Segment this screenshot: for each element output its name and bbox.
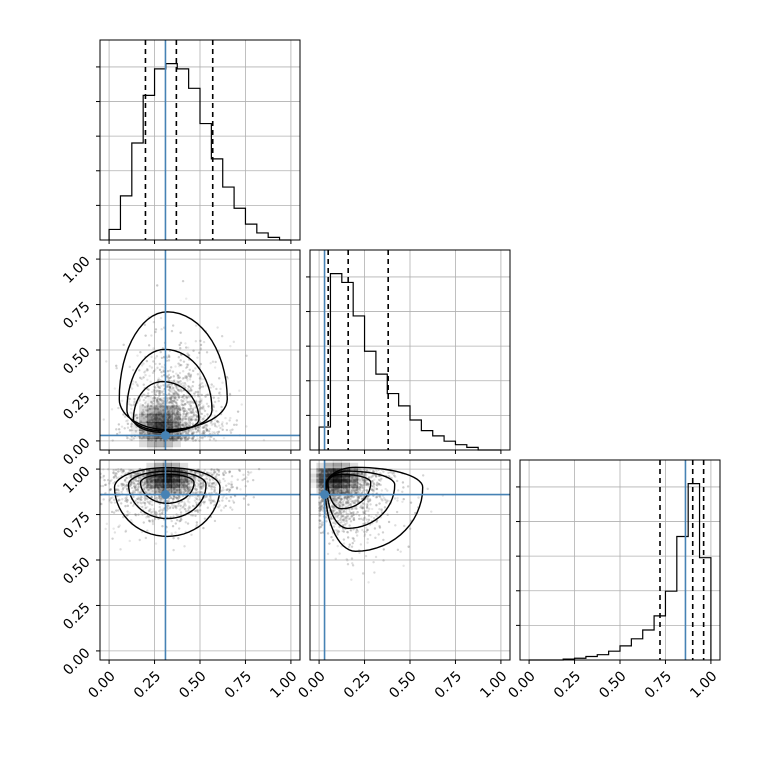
x-tick-label-col2-0: 0.00 — [505, 668, 538, 701]
density-2 — [310, 460, 367, 500]
joint-grid-2 — [310, 460, 510, 660]
truth-marker-0 — [160, 430, 170, 440]
hist-grid-2 — [520, 460, 720, 660]
contour-1-1 — [127, 470, 207, 520]
x-tick-label-col1-4: 1.00 — [477, 668, 510, 701]
joint-panel-0-1 — [96, 249, 301, 454]
truth-marker-1 — [160, 490, 170, 500]
contours-0 — [118, 311, 229, 434]
hist-frame-0 — [99, 39, 301, 241]
contour-0-2 — [118, 311, 229, 431]
histogram-2 — [529, 483, 712, 661]
y-tick-label-row2-3: 0.75 — [60, 509, 93, 542]
x-tick-label-col0-1: 0.25 — [131, 668, 164, 701]
joint-panel-1-2 — [309, 459, 511, 664]
x-tick-label-col2-1: 0.25 — [551, 668, 584, 701]
hist-frame-1 — [309, 249, 511, 451]
contours-1 — [113, 466, 221, 538]
density-0 — [130, 397, 190, 450]
y-tick-label-row2-4: 1.00 — [60, 463, 93, 496]
y-tick-label-row1-0: 0.00 — [60, 435, 93, 468]
x-tick-label-col1-0: 0.00 — [295, 668, 328, 701]
x-tick-label-col2-4: 1.00 — [687, 668, 720, 701]
joint-grid-1 — [100, 460, 300, 660]
y-tick-label-row2-1: 0.25 — [60, 600, 93, 633]
histogram-0 — [108, 63, 291, 241]
y-tick-label-row1-3: 0.75 — [60, 299, 93, 332]
joint-panel-0-2 — [96, 459, 301, 664]
histogram-1 — [318, 273, 501, 451]
x-tick-label-col1-3: 0.75 — [432, 668, 465, 701]
x-tick-label-col0-4: 1.00 — [267, 668, 300, 701]
x-tick-label-col1-1: 0.25 — [341, 668, 374, 701]
y-tick-label-row1-4: 1.00 — [60, 253, 93, 286]
joint-grid-0 — [100, 250, 300, 450]
hist-grid-0 — [100, 40, 300, 240]
x-tick-label-col0-0: 0.00 — [85, 668, 118, 701]
y-tick-label-row1-1: 0.25 — [60, 390, 93, 423]
contour-2-0 — [327, 473, 372, 510]
hist-panel-1 — [306, 249, 511, 454]
x-tick-label-col0-3: 0.75 — [222, 668, 255, 701]
y-tick-label-row1-2: 0.50 — [60, 344, 93, 377]
x-tick-label-col2-2: 0.50 — [596, 668, 629, 701]
hist-grid-1 — [310, 250, 510, 450]
hist-frame-2 — [519, 459, 721, 661]
hist-panel-0 — [96, 39, 301, 244]
y-tick-label-row2-0: 0.00 — [60, 645, 93, 678]
x-tick-label-col1-2: 0.50 — [386, 668, 419, 701]
contour-1-2 — [113, 466, 221, 538]
contour-1-0 — [139, 473, 195, 505]
x-tick-label-col2-3: 0.75 — [642, 668, 675, 701]
contour-2-1 — [325, 470, 396, 530]
x-tick-label-col0-2: 0.50 — [176, 668, 209, 701]
hist-panel-2 — [516, 459, 721, 664]
contour-0-0 — [132, 380, 200, 434]
truth-marker-2 — [320, 490, 330, 500]
y-tick-label-row2-2: 0.50 — [60, 554, 93, 587]
